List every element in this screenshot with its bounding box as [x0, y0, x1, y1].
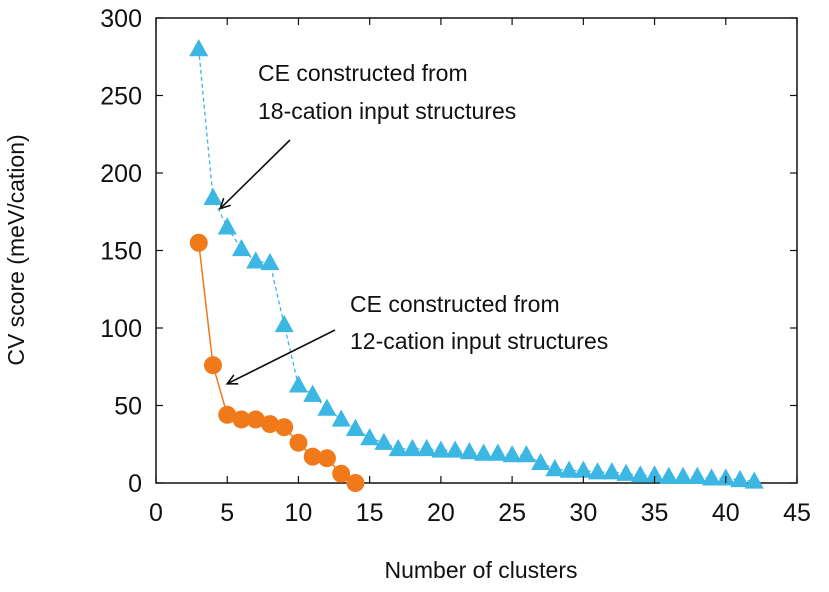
x-axis-title: Number of clusters	[384, 557, 577, 583]
x-tick-label: 5	[220, 499, 234, 527]
annotation-12-arrow	[227, 329, 336, 384]
annotation-12-line2: 12-cation input structures	[350, 328, 608, 354]
data-point-triangle	[374, 432, 394, 450]
y-tick-label: 100	[100, 315, 142, 343]
x-tick-label: 45	[783, 499, 811, 527]
annotation-18-line1: CE constructed from	[258, 60, 468, 86]
data-point-triangle	[459, 442, 479, 460]
y-axis-title: CV score (meV/cation)	[3, 134, 29, 365]
data-point-triangle	[616, 463, 636, 481]
data-point-triangle	[345, 418, 365, 436]
data-point-triangle	[588, 462, 608, 480]
data-point-triangle	[474, 443, 494, 461]
data-point-triangle	[545, 459, 565, 477]
data-point-triangle	[630, 465, 650, 483]
data-point-triangle	[502, 445, 522, 463]
data-point-circle	[203, 356, 222, 375]
data-point-circle	[232, 410, 251, 429]
data-point-triangle	[573, 460, 593, 478]
data-point-triangle	[645, 465, 665, 483]
data-point-triangle	[402, 438, 422, 457]
data-point-triangle	[602, 462, 622, 480]
y-tick-label: 250	[100, 83, 142, 111]
data-point-circle	[346, 474, 365, 492]
data-point-circle	[289, 433, 308, 452]
data-point-triangle	[687, 466, 707, 484]
data-point-triangle	[531, 452, 551, 471]
data-point-triangle	[203, 187, 223, 205]
data-point-triangle	[260, 252, 280, 271]
x-tick-label: 15	[356, 499, 384, 527]
annotation-12-cation: CE constructed from 12-cation input stru…	[227, 291, 608, 384]
data-point-triangle	[288, 375, 308, 393]
data-point-triangle	[303, 384, 323, 402]
data-point-triangle	[673, 466, 693, 484]
data-point-triangle	[559, 460, 579, 478]
x-tick-label: 0	[149, 499, 163, 527]
data-point-triangle	[360, 428, 380, 446]
y-tick-label: 150	[100, 238, 142, 266]
data-point-circle	[189, 233, 208, 252]
data-point-triangle	[388, 438, 408, 457]
data-point-triangle	[231, 238, 251, 257]
data-point-triangle	[659, 466, 679, 484]
data-point-circle	[260, 415, 279, 434]
data-point-triangle	[431, 440, 451, 458]
annotation-18-cation: CE constructed from 18-cation input stru…	[220, 60, 516, 209]
y-tick-label: 50	[114, 393, 142, 421]
series-12-cation	[189, 233, 365, 492]
annotation-18-line2: 18-cation input structures	[258, 98, 516, 124]
data-point-circle	[332, 464, 351, 483]
data-point-triangle	[417, 438, 437, 457]
data-point-triangle	[744, 471, 764, 489]
data-point-triangle	[488, 443, 508, 461]
data-point-triangle	[246, 251, 266, 269]
y-tick-label: 200	[100, 160, 142, 188]
data-point-triangle	[331, 409, 351, 427]
data-point-triangle	[702, 468, 722, 486]
annotation-18-arrow	[220, 139, 291, 209]
x-tick-label: 25	[498, 499, 526, 527]
data-point-triangle	[217, 217, 237, 235]
data-point-circle	[246, 410, 265, 429]
data-point-triangle	[730, 469, 750, 488]
x-tick-label: 30	[569, 499, 597, 527]
x-tick-label: 10	[285, 499, 313, 527]
annotation-12-line1: CE constructed from	[350, 291, 560, 317]
data-point-circle	[303, 447, 322, 466]
ticks-layer: 0 5 10 15 20 25 30 35 40 45 0 50 100 150 200 250 300	[100, 5, 811, 527]
data-point-circle	[275, 418, 294, 437]
series-line	[198, 48, 755, 483]
data-point-triangle	[317, 398, 337, 416]
data-point-circle	[218, 405, 237, 424]
x-tick-label: 35	[641, 499, 669, 527]
x-tick-label: 40	[712, 499, 740, 527]
y-tick-label: 0	[128, 470, 142, 498]
series-line	[197, 242, 356, 484]
data-point-triangle	[445, 440, 465, 458]
data-point-triangle	[274, 314, 294, 333]
y-tick-label: 300	[100, 5, 142, 33]
data-point-triangle	[516, 445, 536, 463]
data-point-triangle	[189, 39, 209, 57]
data-point-circle	[317, 449, 336, 468]
x-tick-label: 20	[427, 499, 455, 527]
